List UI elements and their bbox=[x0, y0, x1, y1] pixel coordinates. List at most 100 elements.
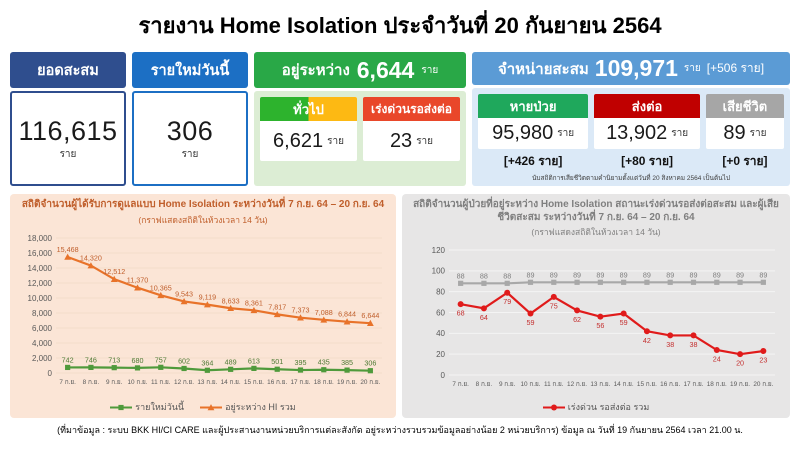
general-subcard: ทั่วไป 6,621 ราย bbox=[260, 97, 357, 161]
svg-text:7,373: 7,373 bbox=[292, 305, 310, 314]
svg-text:10 ก.ย.: 10 ก.ย. bbox=[127, 379, 147, 386]
referred-value: 13,902 bbox=[606, 122, 668, 144]
svg-text:613: 613 bbox=[248, 356, 260, 365]
new-today-card: รายใหม่วันนี้ 306 ราย bbox=[132, 52, 248, 186]
svg-text:8 ก.ย.: 8 ก.ย. bbox=[83, 379, 100, 386]
cumulative-value: 116,615 bbox=[18, 115, 118, 146]
referred-delta: [+80 ราย] bbox=[621, 154, 674, 168]
svg-text:89: 89 bbox=[550, 270, 558, 279]
hi-care-chart-legend: รายใหม่วันนี้ อยู่ระหว่าง HI รวม bbox=[18, 400, 388, 415]
in-progress-panel: อยู่ระหว่าง 6,644 ราย ทั่วไป 6,621 ราย เ… bbox=[254, 52, 466, 186]
svg-text:757: 757 bbox=[155, 355, 167, 364]
svg-text:6,000: 6,000 bbox=[32, 323, 53, 332]
new-today-card-body: 306 ราย bbox=[132, 91, 248, 186]
urgent-subcard-body: 23 ราย bbox=[363, 121, 460, 161]
referred-subcard: ส่งต่อ 13,902 ราย bbox=[594, 94, 700, 149]
page-title: รายงาน Home Isolation ประจำวันที่ 20 กัน… bbox=[138, 13, 662, 38]
urgent-subcard: เร่งด่วนรอส่งต่อ 23 ราย bbox=[363, 97, 460, 161]
svg-text:0: 0 bbox=[48, 368, 53, 377]
svg-text:75: 75 bbox=[550, 301, 558, 310]
svg-text:88: 88 bbox=[457, 271, 465, 280]
svg-text:306: 306 bbox=[364, 358, 376, 367]
svg-text:11 ก.ย.: 11 ก.ย. bbox=[151, 379, 171, 386]
svg-text:0: 0 bbox=[441, 371, 446, 380]
discharged-label: จำหน่ายสะสม bbox=[497, 60, 589, 78]
svg-text:18 ก.ย.: 18 ก.ย. bbox=[314, 379, 334, 386]
svg-text:8 ก.ย.: 8 ก.ย. bbox=[476, 381, 493, 388]
referred-subcard-body: 13,902 ราย bbox=[594, 118, 700, 149]
svg-text:89: 89 bbox=[666, 270, 674, 279]
legend-item: อยู่ระหว่าง HI รวม bbox=[200, 400, 296, 414]
svg-text:14 ก.ย.: 14 ก.ย. bbox=[221, 379, 241, 386]
svg-text:40: 40 bbox=[436, 329, 445, 338]
svg-text:20 ก.ย.: 20 ก.ย. bbox=[360, 379, 380, 386]
legend-marker-icon bbox=[200, 403, 223, 410]
svg-text:38: 38 bbox=[690, 340, 698, 349]
svg-text:14,320: 14,320 bbox=[80, 253, 102, 262]
recovered-column: หายป่วย 95,980 ราย [+426 ราย] bbox=[478, 94, 589, 171]
svg-text:10 ก.ย.: 10 ก.ย. bbox=[520, 381, 540, 388]
deaths-delta: [+0 ราย] bbox=[722, 154, 768, 168]
svg-text:88: 88 bbox=[503, 271, 511, 280]
svg-text:12,512: 12,512 bbox=[103, 267, 125, 276]
deaths-value: 89 bbox=[723, 122, 746, 144]
svg-text:79: 79 bbox=[503, 297, 511, 306]
svg-text:12 ก.ย.: 12 ก.ย. bbox=[174, 379, 194, 386]
svg-text:14 ก.ย.: 14 ก.ย. bbox=[614, 381, 634, 388]
svg-text:13 ก.ย.: 13 ก.ย. bbox=[197, 379, 217, 386]
svg-text:9,119: 9,119 bbox=[199, 292, 216, 301]
hi-care-chart-title: สถิติจำนวนผู้ได้รับการดูแลแบบ Home Isola… bbox=[21, 199, 385, 210]
svg-text:9 ก.ย.: 9 ก.ย. bbox=[106, 379, 123, 386]
recovered-subcard-header: หายป่วย bbox=[478, 94, 589, 118]
svg-text:6,844: 6,844 bbox=[338, 309, 356, 318]
deaths-subcard: เสียชีวิต 89 ราย bbox=[705, 94, 784, 149]
legend-marker-icon bbox=[110, 404, 133, 410]
discharged-unit: ราย bbox=[683, 63, 701, 74]
svg-text:7,817: 7,817 bbox=[268, 302, 286, 311]
svg-text:14,000: 14,000 bbox=[28, 263, 53, 272]
hi-care-chart: 0 2,000 4,000 6,000 8,000 10,000 12,000 14,000 1… bbox=[28, 233, 382, 386]
svg-text:10,365: 10,365 bbox=[150, 283, 172, 292]
svg-text:11,370: 11,370 bbox=[127, 275, 148, 284]
svg-text:489: 489 bbox=[225, 357, 237, 366]
cumulative-card: ยอดสะสม 116,615 ราย bbox=[10, 52, 126, 186]
svg-text:19 ก.ย.: 19 ก.ย. bbox=[337, 379, 357, 386]
charts-row: สถิติจำนวนผู้ได้รับการดูแลแบบ Home Isola… bbox=[10, 194, 790, 418]
new-today-value: 306 bbox=[166, 115, 214, 146]
deaths-column: เสียชีวิต 89 ราย [+0 ราย] bbox=[705, 94, 784, 171]
urgent-unit: ราย bbox=[416, 135, 434, 147]
legend-item: เร่งด่วน รอส่งต่อ รวม bbox=[542, 400, 649, 414]
recovered-subcard: หายป่วย 95,980 ราย bbox=[478, 94, 589, 149]
svg-text:15 ก.ย.: 15 ก.ย. bbox=[244, 379, 264, 386]
svg-text:24: 24 bbox=[713, 355, 721, 364]
general-subcard-header: ทั่วไป bbox=[260, 97, 357, 121]
general-subcard-body: 6,621 ราย bbox=[260, 121, 357, 161]
svg-text:13 ก.ย.: 13 ก.ย. bbox=[590, 381, 610, 388]
in-progress-unit: ราย bbox=[421, 64, 439, 76]
svg-text:18 ก.ย.: 18 ก.ย. bbox=[707, 381, 727, 388]
svg-text:19 ก.ย.: 19 ก.ย. bbox=[730, 381, 750, 388]
cumulative-card-header: ยอดสะสม bbox=[10, 52, 126, 88]
svg-text:11 ก.ย.: 11 ก.ย. bbox=[544, 381, 564, 388]
svg-text:602: 602 bbox=[178, 356, 190, 365]
discharged-subcards: หายป่วย 95,980 ราย [+426 ราย] ส่งต่อ bbox=[478, 94, 784, 171]
legend-marker-icon bbox=[542, 404, 565, 410]
svg-text:713: 713 bbox=[108, 355, 120, 364]
svg-text:7 ก.ย.: 7 ก.ย. bbox=[59, 379, 76, 386]
svg-text:9 ก.ย.: 9 ก.ย. bbox=[499, 381, 516, 388]
svg-text:89: 89 bbox=[573, 270, 581, 279]
referred-unit: ราย bbox=[671, 128, 689, 139]
referred-subcard-header: ส่งต่อ bbox=[594, 94, 700, 118]
cumulative-unit: ราย bbox=[59, 148, 77, 160]
svg-text:42: 42 bbox=[643, 336, 651, 345]
new-today-card-header: รายใหม่วันนี้ bbox=[132, 52, 248, 88]
svg-text:17 ก.ย.: 17 ก.ย. bbox=[290, 379, 310, 386]
in-progress-body: ทั่วไป 6,621 ราย เร่งด่วนรอส่งต่อ 23 ราย bbox=[254, 91, 466, 186]
svg-text:2,000: 2,000 bbox=[32, 353, 53, 362]
svg-text:395: 395 bbox=[295, 358, 307, 367]
svg-text:60: 60 bbox=[436, 308, 445, 317]
svg-text:80: 80 bbox=[436, 287, 445, 296]
svg-text:89: 89 bbox=[643, 270, 651, 279]
hi-care-chart-panel: สถิติจำนวนผู้ได้รับการดูแลแบบ Home Isola… bbox=[10, 194, 396, 418]
svg-text:89: 89 bbox=[713, 270, 721, 279]
